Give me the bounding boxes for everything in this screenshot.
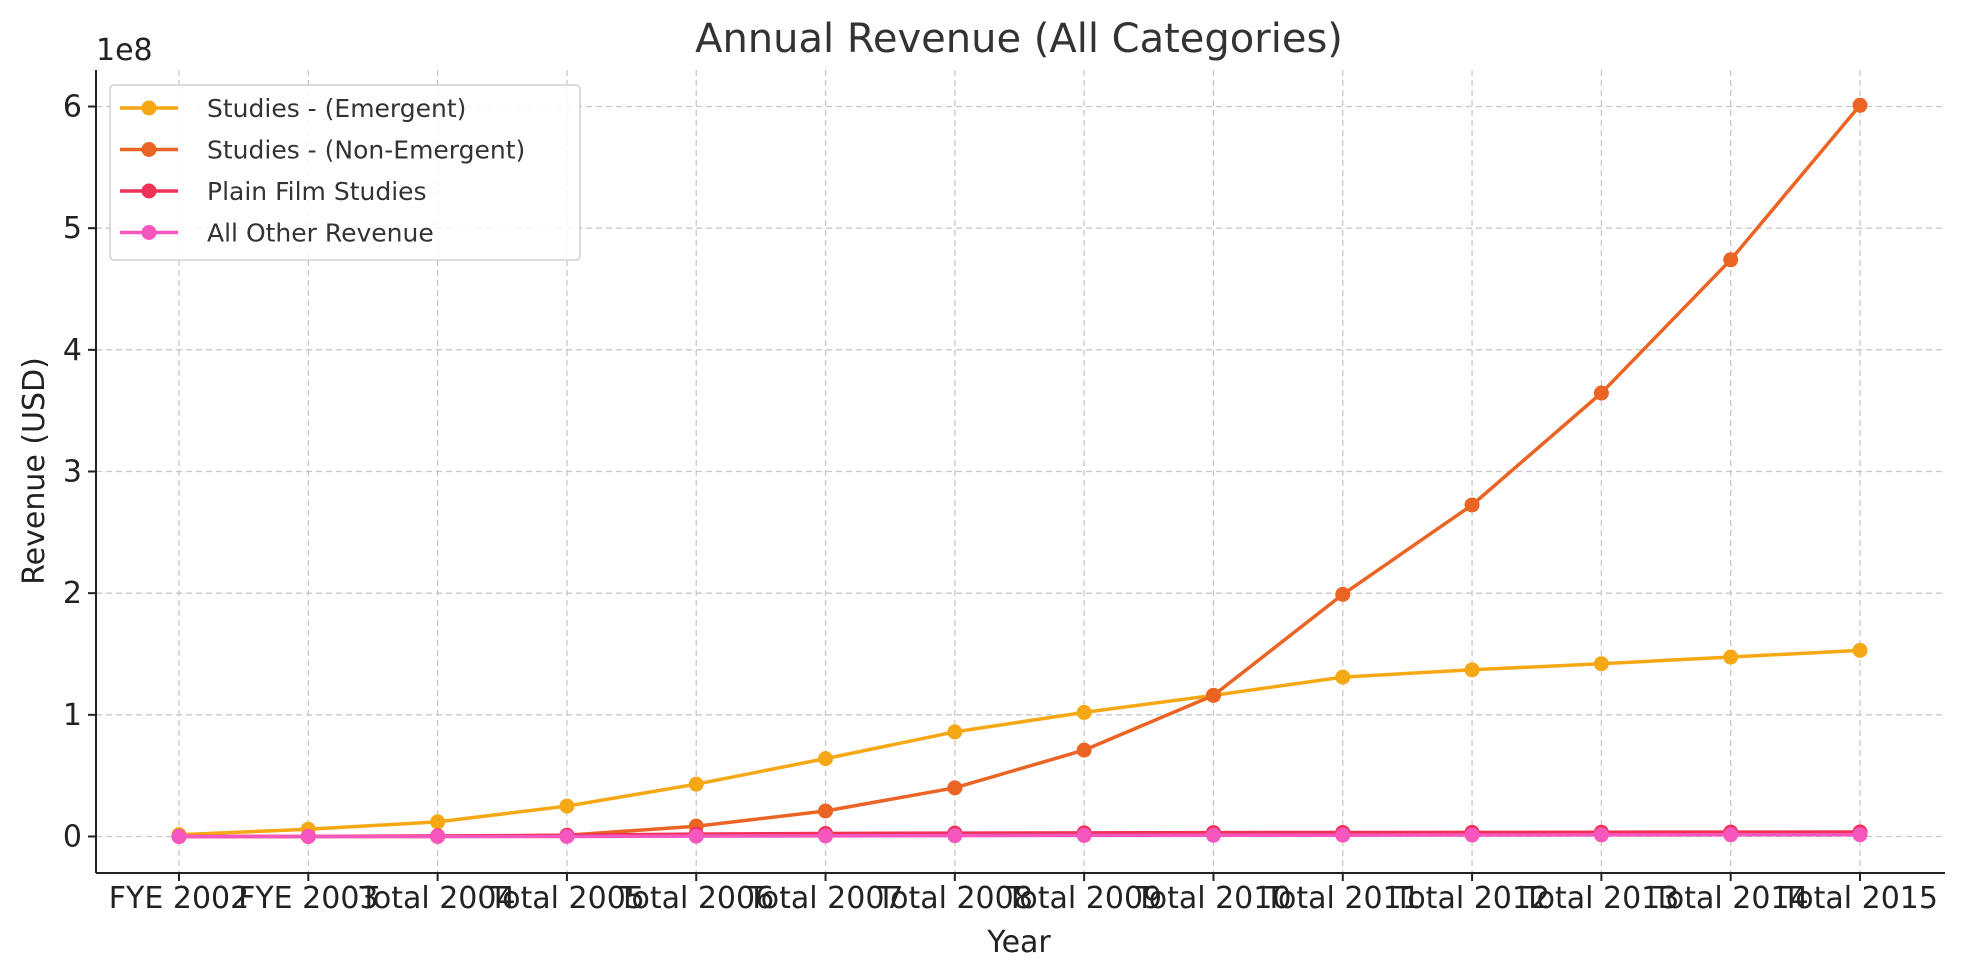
y-tick-label: 4 [63,333,82,368]
legend-box [109,84,581,261]
y-multiplier-label: 1e8 [96,33,153,68]
legend-label: Plain Film Studies [207,177,427,206]
x-axis-label: Year [986,925,1051,960]
series-1 [171,642,1868,843]
legend-item: Studies - (Emergent) [120,94,466,123]
legend-marker [141,142,157,157]
data-point [1852,642,1868,658]
legend-label: Studies - (Emergent) [207,94,466,123]
legend-item: Studies - (Non-Emergent) [120,136,525,165]
data-point [1335,827,1351,843]
data-point [1723,252,1739,268]
legend-marker [141,100,157,116]
data-point [1593,656,1609,672]
y-axis-label: Revenue (USD) [17,357,52,585]
y-tick-label: 3 [63,455,82,490]
series-group [171,97,1868,844]
legend-label: Studies - (Non-Emergent) [207,136,525,165]
data-point [300,829,316,844]
data-point [818,803,834,819]
data-point [818,751,834,767]
chart-title: Annual Revenue (All Categories) [695,16,1343,62]
data-point [818,828,834,844]
series-line [178,648,1861,837]
legend-item: All Other Revenue [120,219,434,248]
y-tick-label: 2 [63,576,82,611]
x-tick-label: Total 2004 [359,881,516,916]
y-axis-ticks: 0 1 2 3 4 5 6 [63,90,96,855]
data-point [1723,827,1739,843]
data-point [1335,669,1351,685]
x-tick-label: Total 2008 [876,881,1033,916]
data-point [1464,662,1480,678]
x-tick-label: Total 2010 [1134,881,1291,916]
data-point [1464,497,1480,513]
series-line [179,832,1861,839]
data-point [947,828,963,844]
data-point [947,780,963,796]
data-point [1076,704,1092,720]
data-point [688,828,704,844]
x-tick-label: Total 2015 [1781,881,1938,916]
data-point [1852,827,1868,843]
x-tick-label: FYE 2003 [238,881,378,916]
series-4 [171,827,1868,844]
legend-item: Plain Film Studies [120,177,427,206]
data-point [171,829,187,844]
data-point [1464,827,1480,843]
y-tick-label: 6 [63,90,82,125]
data-point [947,724,963,740]
data-point [430,829,446,844]
y-tick-label: 0 [63,820,82,855]
data-point [1723,649,1739,665]
x-tick-label: FYE 2002 [109,881,249,916]
legend: Studies - (Emergent) Studies - (Non-Emerg… [109,84,581,261]
legend-marker [141,183,157,199]
data-point [1076,742,1092,758]
data-point [1205,827,1221,843]
data-point [1076,827,1092,843]
data-point [1205,687,1221,703]
x-tick-label: Total 2013 [1522,881,1679,916]
x-tick-label: Total 2005 [488,881,645,916]
x-tick-label: Total 2012 [1393,881,1550,916]
data-point [1593,385,1609,401]
x-tick-label: Total 2011 [1264,881,1421,916]
y-tick-label: 5 [63,211,82,246]
data-point [1593,827,1609,843]
y-tick-label: 1 [63,698,82,733]
legend-marker [141,225,157,240]
legend-label: All Other Revenue [207,219,434,248]
data-point [559,798,575,814]
data-point [1852,97,1868,113]
data-point [430,814,446,830]
x-tick-label: Total 2009 [1005,881,1162,916]
x-tick-label: Total 2006 [617,881,774,916]
x-tick-label: Total 2007 [747,881,904,916]
data-point [1335,586,1351,602]
x-tick-label: Total 2014 [1652,881,1809,916]
data-point [559,829,575,844]
data-point [688,776,704,792]
